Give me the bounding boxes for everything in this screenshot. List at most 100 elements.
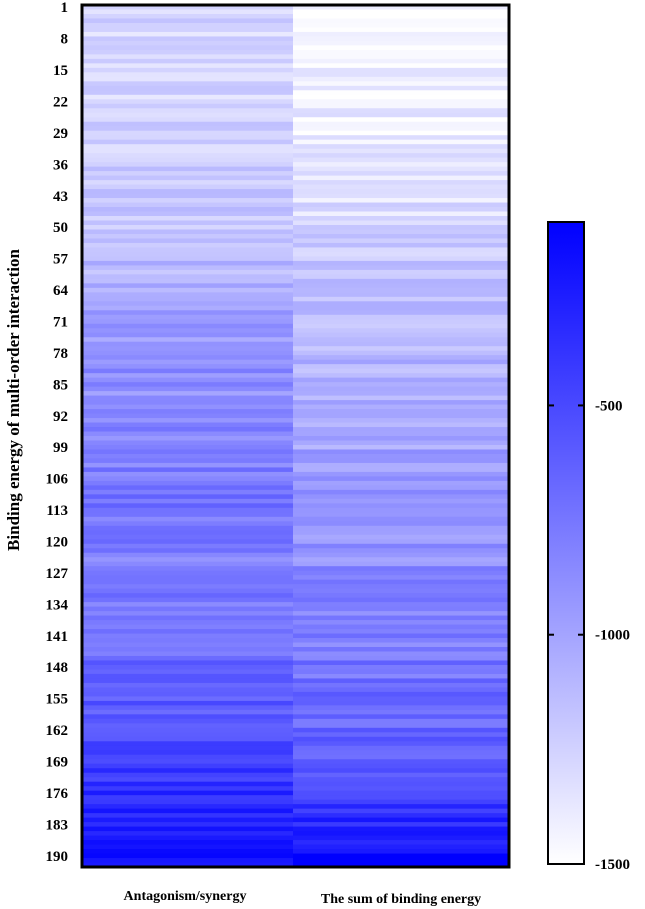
heatmap-cell — [83, 664, 293, 671]
heatmap-cell — [83, 103, 293, 109]
heatmap-cell — [293, 745, 508, 751]
heatmap-cell — [293, 642, 508, 648]
heatmap-cell — [83, 485, 293, 491]
heatmap-cell — [293, 368, 508, 374]
heatmap-cell — [83, 81, 293, 87]
heatmap-cell — [83, 58, 293, 64]
heatmap-cell — [293, 566, 508, 572]
heatmap-cell — [293, 849, 508, 855]
heatmap-cell — [83, 835, 293, 841]
heatmap-cell — [83, 633, 293, 639]
heatmap-cell — [293, 440, 508, 446]
heatmap-cell — [83, 606, 293, 612]
heatmap-frame — [80, 3, 511, 869]
heatmap-cell — [83, 211, 293, 217]
heatmap-cell — [83, 754, 293, 760]
heatmap-cell — [83, 516, 293, 522]
heatmap-cell — [83, 27, 293, 33]
heatmap-cell — [293, 458, 508, 464]
heatmap-cell — [293, 427, 508, 433]
heatmap-cell — [83, 777, 293, 783]
heatmap-cell — [293, 673, 508, 680]
heatmap-cell — [293, 337, 508, 343]
heatmap-cell — [83, 781, 293, 787]
heatmap-cell — [293, 462, 508, 469]
heatmap-cell — [83, 543, 293, 549]
heatmap-cell — [83, 723, 293, 729]
heatmap-cell — [83, 108, 293, 114]
heatmap-cell — [293, 629, 508, 635]
heatmap-cell — [83, 310, 293, 316]
y-axis-title: Binding energy of multi-order interactio… — [4, 249, 23, 551]
heatmap-cell — [293, 418, 508, 424]
heatmap-cell — [293, 18, 508, 24]
heatmap-cell — [293, 94, 508, 100]
heatmap-cell — [293, 543, 508, 549]
heatmap-cell — [83, 503, 293, 509]
heatmap-cell — [83, 453, 293, 460]
heatmap-cell — [83, 570, 293, 576]
heatmap-cell — [83, 274, 293, 280]
heatmap-cell — [293, 575, 508, 581]
heatmap-cell — [83, 373, 293, 379]
heatmap-cell — [83, 260, 293, 266]
heatmap-cell — [83, 687, 293, 693]
y-tick-label: 148 — [46, 660, 69, 676]
heatmap-cell — [83, 404, 293, 410]
y-tick-label: 162 — [46, 723, 69, 739]
heatmap-cell — [293, 198, 508, 204]
heatmap-cell — [83, 673, 293, 680]
y-tick-label: 22 — [53, 95, 68, 111]
heatmap-cell — [293, 480, 508, 486]
heatmap-cell — [83, 332, 293, 338]
heatmap-cell — [293, 40, 508, 47]
heatmap-cell — [293, 687, 508, 693]
heatmap-cell — [293, 211, 508, 217]
heatmap-cell — [293, 489, 508, 495]
heatmap-cell — [293, 67, 508, 73]
heatmap-cell — [83, 382, 293, 388]
heatmap-cell — [293, 669, 508, 675]
heatmap-cell — [83, 198, 293, 204]
heatmap-cell — [83, 566, 293, 572]
heatmap-cell — [83, 498, 293, 504]
heatmap-cell — [293, 525, 508, 531]
heatmap-cell — [293, 507, 508, 513]
heatmap-cell — [83, 427, 293, 433]
heatmap-cell — [83, 467, 293, 473]
heatmap-cell — [83, 727, 293, 733]
heatmap-cell — [293, 85, 508, 91]
heatmap-cell — [293, 391, 508, 397]
heatmap-cell — [293, 364, 508, 370]
heatmap-cell — [293, 319, 508, 325]
heatmap-cell — [293, 189, 508, 195]
heatmap-cell — [293, 808, 508, 814]
heatmap-cell — [293, 90, 508, 96]
heatmap-cell — [293, 112, 508, 118]
heatmap-cell — [83, 171, 293, 177]
heatmap-cell — [293, 72, 508, 78]
heatmap-cell — [293, 216, 508, 222]
heatmap-cell — [293, 790, 508, 796]
heatmap-cell — [293, 292, 508, 298]
heatmap-cell — [83, 440, 293, 446]
heatmap-cell — [293, 31, 508, 38]
heatmap-cell — [83, 139, 293, 145]
heatmap-cell — [293, 799, 508, 805]
heatmap-cell — [293, 63, 508, 69]
heatmap-cell — [83, 45, 293, 51]
heatmap-cell — [83, 813, 293, 819]
y-tick-label: 36 — [53, 157, 69, 173]
heatmap-cell — [83, 296, 293, 302]
heatmap-cell — [83, 691, 293, 697]
heatmap-cell — [293, 579, 508, 585]
heatmap-cell — [293, 180, 508, 186]
heatmap-cell — [83, 287, 293, 293]
heatmap-cell — [83, 144, 293, 150]
heatmap-cell — [83, 121, 293, 127]
heatmap-cell — [293, 521, 508, 527]
heatmap-cell — [293, 655, 508, 662]
heatmap-cell — [293, 498, 508, 504]
y-tick-label: 183 — [46, 817, 69, 833]
